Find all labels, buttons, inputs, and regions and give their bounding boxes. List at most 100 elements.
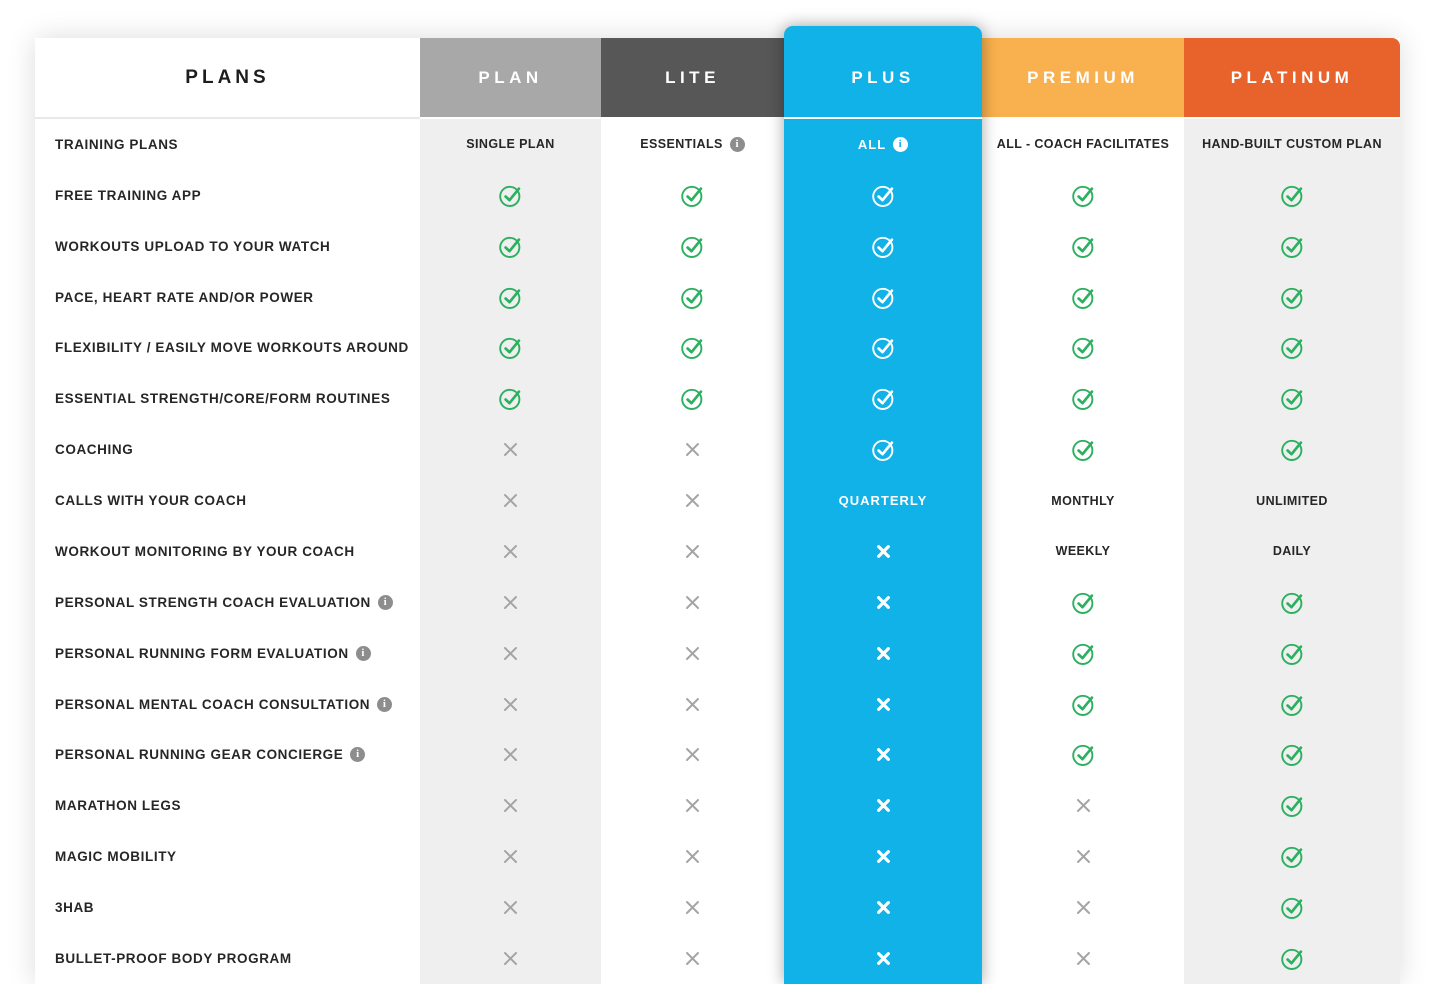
cross-icon — [784, 577, 982, 628]
table-row: PACE, HEART RATE AND/OR POWER — [35, 271, 1400, 323]
cell-value-text: SINGLE PLAN — [466, 137, 555, 152]
feature-label: TRAINING PLANS — [55, 136, 179, 152]
cross-icon — [601, 576, 784, 628]
info-icon[interactable]: i — [377, 696, 393, 712]
feature-label-cell: MARATHON LEGS — [35, 780, 420, 831]
feature-label-cell: PERSONAL RUNNING FORM EVALUATION i — [35, 628, 420, 679]
cross-icon — [420, 526, 601, 577]
cross-icon — [784, 780, 982, 831]
table-row: MAGIC MOBILITY — [35, 831, 1400, 883]
check-circle-icon — [1184, 373, 1400, 425]
table-row: CALLS WITH YOUR COACH QUARTERLY MONTHLY UNL… — [35, 475, 1400, 526]
cell-value-text: DAILY — [1272, 544, 1312, 559]
check-circle-icon — [982, 729, 1184, 781]
feature-label: BULLET-PROOF BODY PROGRAM — [55, 950, 292, 966]
cross-icon — [601, 729, 784, 781]
check-circle-icon — [982, 169, 1184, 221]
feature-label-cell: WORKOUTS UPLOAD TO YOUR WATCH — [35, 221, 420, 272]
cross-icon — [420, 678, 601, 730]
tab-plan[interactable]: PLAN — [420, 38, 601, 117]
tab-plan-label: PLAN — [478, 67, 543, 87]
feature-label: WORKOUT MONITORING BY YOUR COACH — [55, 543, 355, 559]
tab-premium[interactable]: PREMIUM — [982, 38, 1184, 117]
feature-label-cell: 3HAB — [35, 882, 420, 933]
header-divider — [35, 117, 1400, 119]
tab-platinum[interactable]: PLATINUM — [1184, 38, 1400, 117]
cross-icon — [601, 678, 784, 730]
cross-icon — [784, 730, 982, 781]
check-circle-icon — [982, 576, 1184, 628]
feature-label-cell: BULLET-PROOF BODY PROGRAM — [35, 933, 420, 984]
table-row: ESSENTIAL STRENGTH/CORE/FORM ROUTINES — [35, 373, 1400, 425]
feature-label: PERSONAL MENTAL COACH CONSULTATION — [55, 696, 371, 712]
plans-title: PLANS — [185, 66, 270, 88]
cross-icon — [601, 882, 784, 933]
cross-icon — [420, 424, 601, 476]
table-row: PERSONAL RUNNING FORM EVALUATION i — [35, 627, 1400, 679]
cross-icon — [420, 729, 601, 781]
check-circle-icon — [982, 627, 1184, 679]
plus-column-highlight — [784, 26, 982, 984]
feature-label: PACE, HEART RATE AND/OR POWER — [55, 289, 314, 305]
check-circle-icon — [420, 220, 601, 272]
feature-label: WORKOUTS UPLOAD TO YOUR WATCH — [55, 238, 331, 254]
tab-plus-label: PLUS — [851, 67, 915, 87]
feature-label: PERSONAL STRENGTH COACH EVALUATION — [55, 594, 371, 610]
tab-lite[interactable]: LITE — [601, 38, 784, 117]
check-circle-icon — [1184, 780, 1400, 832]
check-circle-icon — [420, 373, 601, 425]
tab-platinum-label: PLATINUM — [1230, 67, 1354, 87]
cross-icon — [420, 627, 601, 679]
feature-label: 3HAB — [55, 900, 95, 916]
check-circle-icon — [1184, 678, 1400, 730]
cross-icon — [982, 780, 1184, 832]
cross-icon — [601, 424, 784, 476]
cross-icon — [420, 475, 601, 526]
info-icon[interactable]: i — [893, 136, 909, 152]
cell-value: ESSENTIALS i — [601, 119, 784, 170]
cross-icon — [982, 933, 1184, 984]
cross-icon — [420, 576, 601, 628]
cell-value-text: ESSENTIALS — [640, 137, 723, 152]
check-circle-icon — [784, 323, 982, 374]
check-circle-icon — [601, 169, 784, 221]
info-icon[interactable]: i — [729, 136, 745, 152]
table-row: WORKOUT MONITORING BY YOUR COACH WEEKLY DA… — [35, 526, 1400, 577]
check-circle-icon — [601, 322, 784, 374]
cell-value: ALL i — [784, 119, 982, 170]
table-row: WORKOUTS UPLOAD TO YOUR WATCH — [35, 220, 1400, 272]
feature-label: COACHING — [55, 442, 134, 458]
feature-label-cell: PERSONAL RUNNING GEAR CONCIERGE i — [35, 730, 420, 781]
check-circle-icon — [1184, 627, 1400, 679]
check-circle-icon — [601, 271, 784, 323]
feature-label: PERSONAL RUNNING FORM EVALUATION — [55, 645, 349, 661]
feature-label: PERSONAL RUNNING GEAR CONCIERGE — [55, 747, 344, 763]
cell-value: SINGLE PLAN — [420, 119, 601, 170]
cell-value: HAND-BUILT CUSTOM PLAN — [1184, 119, 1400, 170]
feature-label-cell: PERSONAL MENTAL COACH CONSULTATION i — [35, 679, 420, 730]
check-circle-icon — [982, 678, 1184, 730]
cross-icon — [784, 679, 982, 730]
check-circle-icon — [784, 272, 982, 323]
cell-value: MONTHLY — [982, 475, 1184, 526]
info-icon[interactable]: i — [377, 594, 393, 610]
check-circle-icon — [1184, 576, 1400, 628]
tab-plus[interactable]: PLUS — [784, 38, 982, 117]
feature-label-cell: PACE, HEART RATE AND/OR POWER — [35, 272, 420, 323]
check-circle-icon — [1184, 271, 1400, 323]
header-divider — [784, 117, 982, 119]
table-row: PERSONAL RUNNING GEAR CONCIERGE i — [35, 729, 1400, 781]
check-circle-icon — [1184, 169, 1400, 221]
table-row: PERSONAL MENTAL COACH CONSULTATION i — [35, 678, 1400, 730]
check-circle-icon — [1184, 424, 1400, 476]
plans-corner-header: PLANS — [35, 38, 420, 117]
table-row: PERSONAL STRENGTH COACH EVALUATION i — [35, 576, 1400, 628]
cross-icon — [784, 882, 982, 933]
cross-icon — [420, 933, 601, 984]
feature-label: MARATHON LEGS — [55, 798, 182, 814]
check-circle-icon — [784, 424, 982, 475]
cell-value-text: UNLIMITED — [1256, 493, 1328, 508]
cross-icon — [982, 882, 1184, 933]
info-icon[interactable]: i — [355, 645, 371, 661]
info-icon[interactable]: i — [350, 747, 366, 763]
